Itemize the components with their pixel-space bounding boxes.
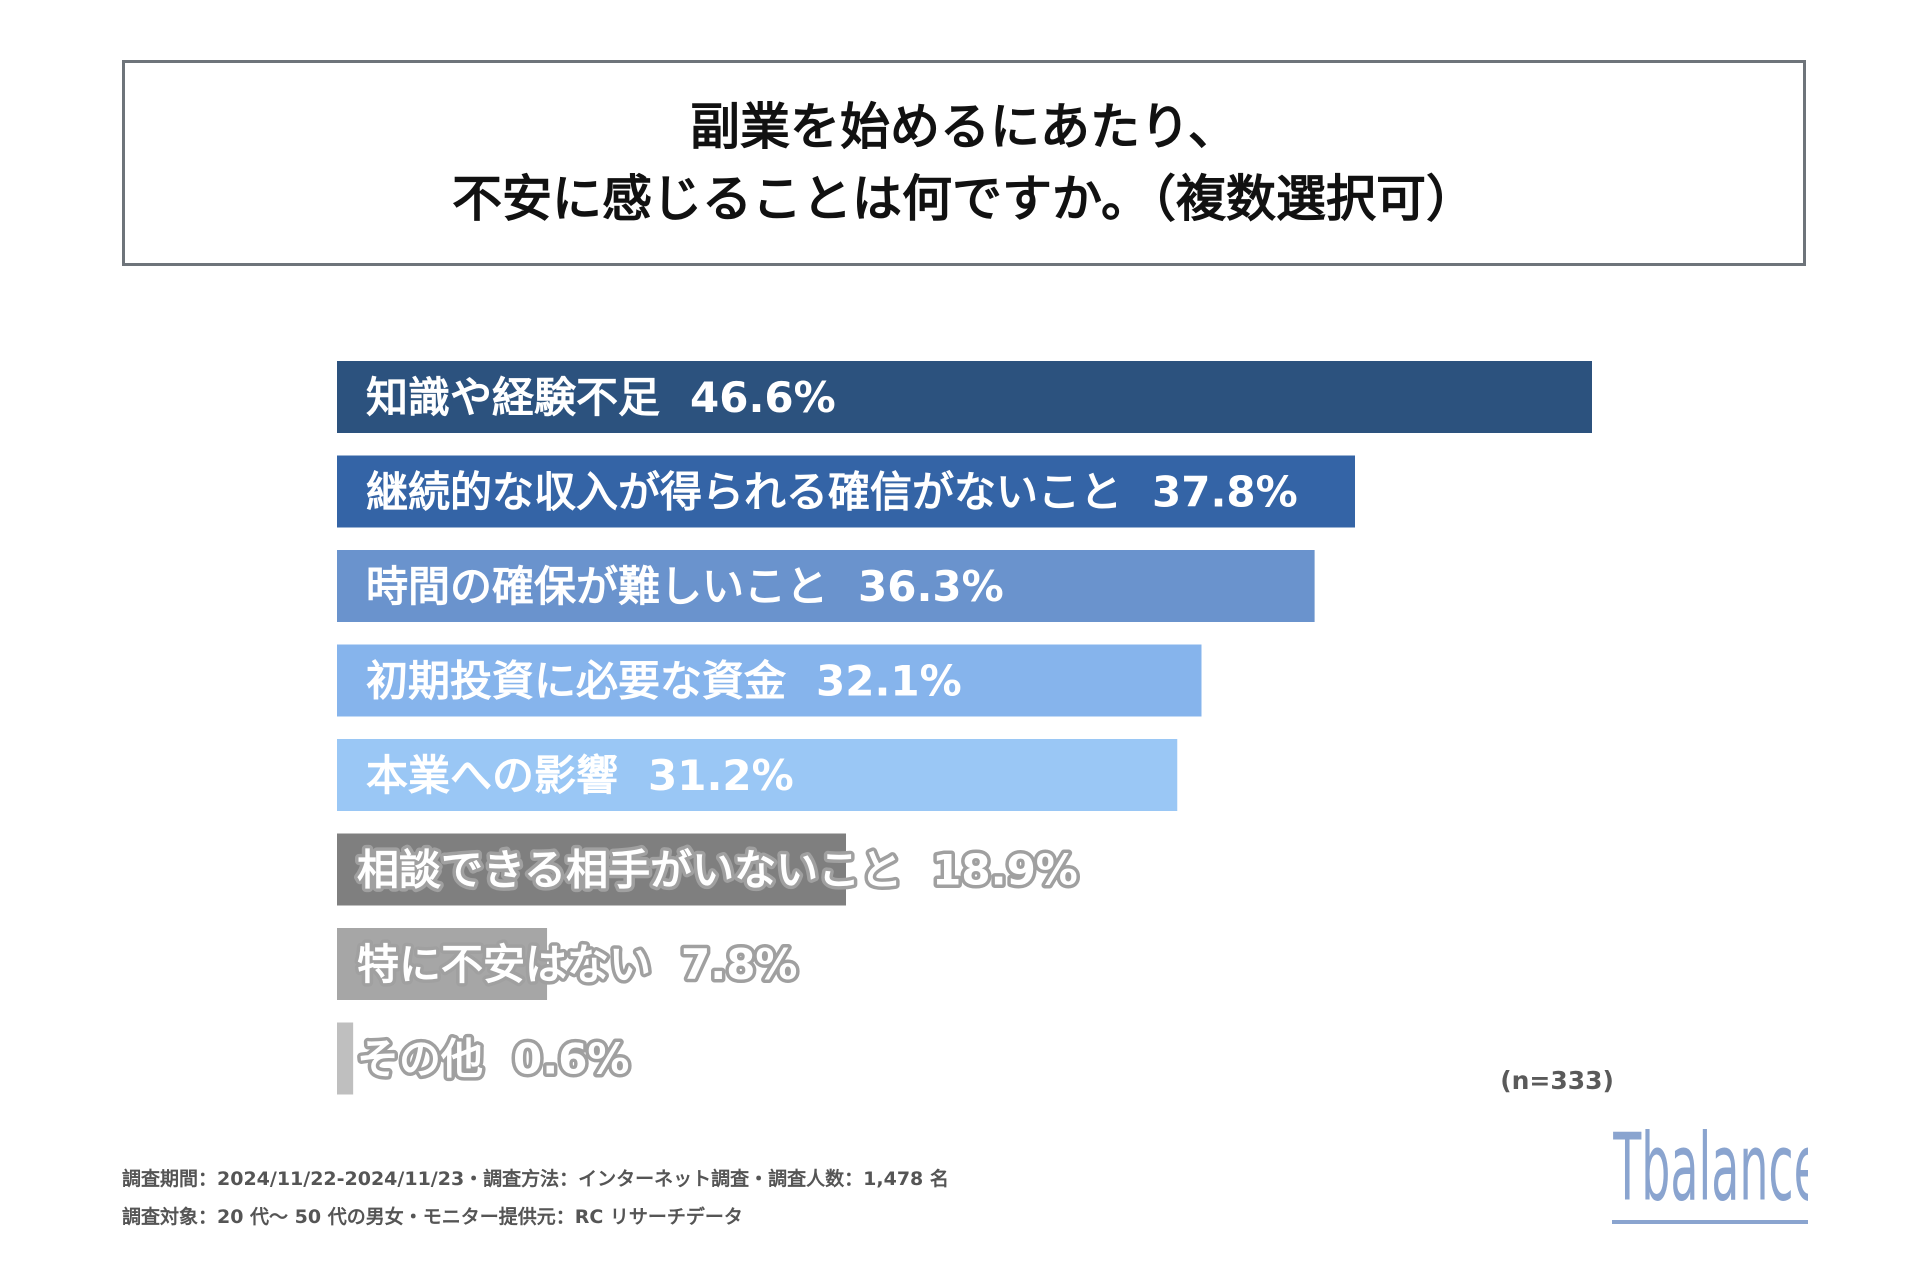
bar-label-5: 本業への影響 31.2% — [366, 751, 794, 800]
category-label-7: 特に不安はない — [357, 940, 651, 989]
bar-label-2: 継続的な収入が得られる確信がないこと 37.8% — [366, 468, 1298, 517]
bar-8 — [337, 1022, 354, 1095]
bar-label-1: 知識や経験不足 46.6% — [366, 373, 836, 422]
value-label-8: 0.6% — [513, 1035, 629, 1084]
bar-6 — [337, 833, 847, 906]
logo-wordmark: Tbalance — [1613, 1122, 1808, 1222]
category-label-8: その他 — [357, 1035, 483, 1084]
category-label-4: 初期投資に必要な資金 — [366, 657, 787, 706]
bar-label-4: 初期投資に必要な資金 32.1% — [366, 657, 962, 706]
value-label-6: 18.9% — [932, 846, 1078, 895]
survey-footnote-target: 調査対象：20 代～ 50 代の男女・モニター提供元：RC リサーチデータ — [122, 1206, 743, 1228]
bar-4 — [337, 644, 1202, 717]
title-box: 副業を始めるにあたり、 不安に感じることは何ですか。（複数選択可） — [122, 60, 1806, 266]
category-label-1: 知識や経験不足 — [366, 373, 660, 422]
bar-7 — [337, 928, 548, 1000]
chart-title-line-2: 不安に感じることは何ですか。（複数選択可） — [452, 170, 1476, 228]
bar-1 — [337, 361, 1592, 433]
value-label-5: 31.2% — [648, 751, 794, 800]
tbalance-logo: Tbalance — [1612, 1122, 1808, 1224]
bar-label-3: 時間の確保が難しいこと 36.3% — [366, 562, 1004, 611]
survey-footnote-period: 調査期間：2024/11/22-2024/11/23・調査方法：インターネット調… — [122, 1168, 949, 1190]
value-label-1: 46.6% — [690, 373, 836, 422]
category-label-6: 相談できる相手がいないこと — [357, 846, 902, 895]
value-label-4: 32.1% — [816, 657, 962, 706]
category-label-2: 継続的な収入が得られる確信がないこと — [366, 468, 1122, 517]
bar-label-8: その他 0.6% — [357, 1035, 630, 1084]
bar-2 — [337, 455, 1356, 528]
bar-3 — [337, 550, 1315, 622]
bar-label-6: 相談できる相手がいないこと 18.9% — [357, 846, 1078, 895]
category-label-3: 時間の確保が難しいこと — [366, 562, 828, 611]
chart-title-line-1: 副業を始めるにあたり、 — [690, 98, 1238, 156]
category-label-5: 本業への影響 — [366, 751, 618, 800]
value-label-7: 7.8% — [681, 940, 797, 989]
logo-underline — [1612, 1220, 1808, 1224]
value-label-3: 36.3% — [858, 562, 1004, 611]
bar-label-7: 特に不安はない 7.8% — [357, 940, 798, 989]
sample-size-label: (n=333) — [1500, 1066, 1614, 1095]
bar-5 — [337, 739, 1178, 811]
value-label-2: 37.8% — [1152, 468, 1298, 517]
